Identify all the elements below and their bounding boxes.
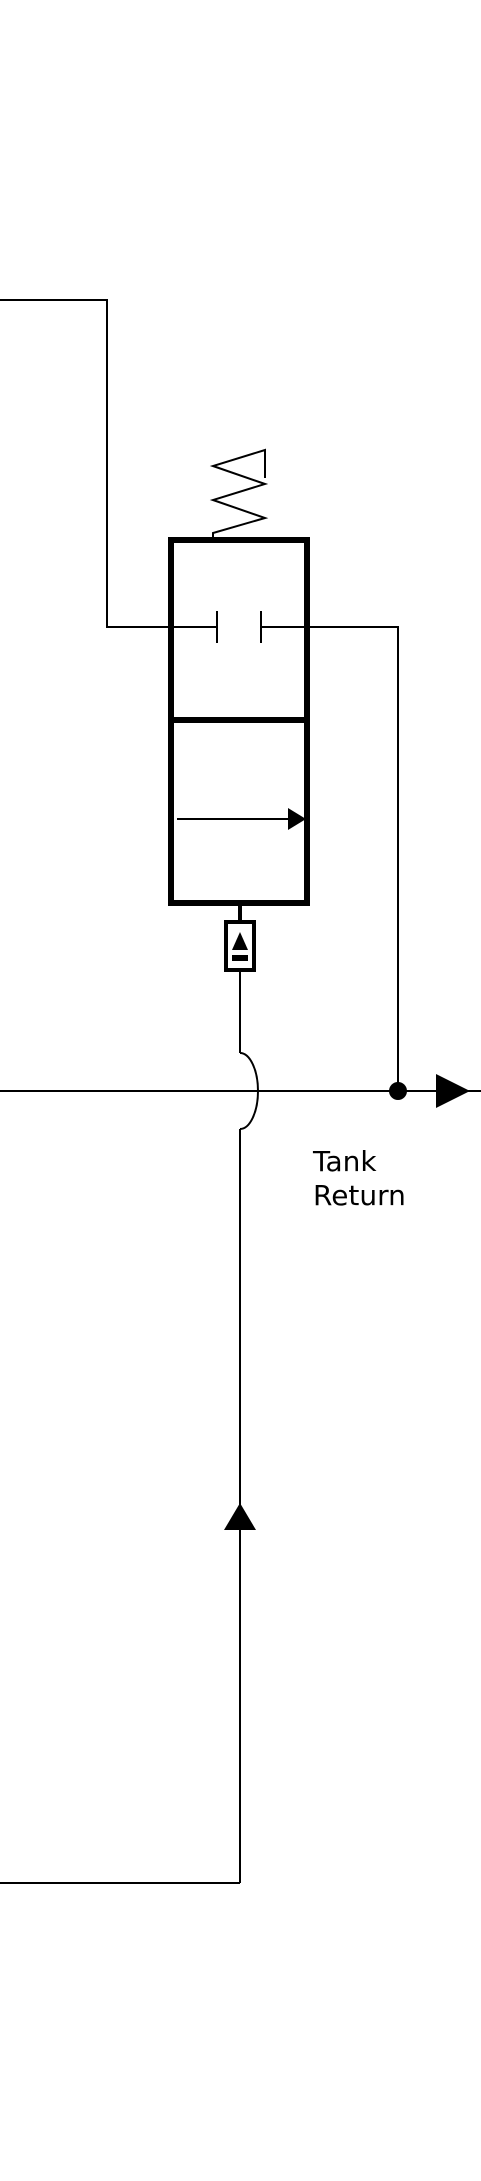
spring-symbol bbox=[209, 448, 269, 540]
actuator-indicator-bar bbox=[232, 955, 248, 961]
actuator-indicator-triangle bbox=[232, 932, 248, 950]
tank-return-label-line2: Return bbox=[313, 1179, 406, 1212]
upward-flow-arrow bbox=[224, 1503, 256, 1530]
valve-return-line bbox=[307, 626, 399, 1091]
junction-dot bbox=[389, 1082, 407, 1100]
upper-supply-line bbox=[0, 299, 170, 628]
tank-return-label-line1: Tank bbox=[312, 1145, 377, 1178]
tank-flow-arrow bbox=[436, 1074, 470, 1108]
flow-arrow-head bbox=[288, 808, 306, 830]
